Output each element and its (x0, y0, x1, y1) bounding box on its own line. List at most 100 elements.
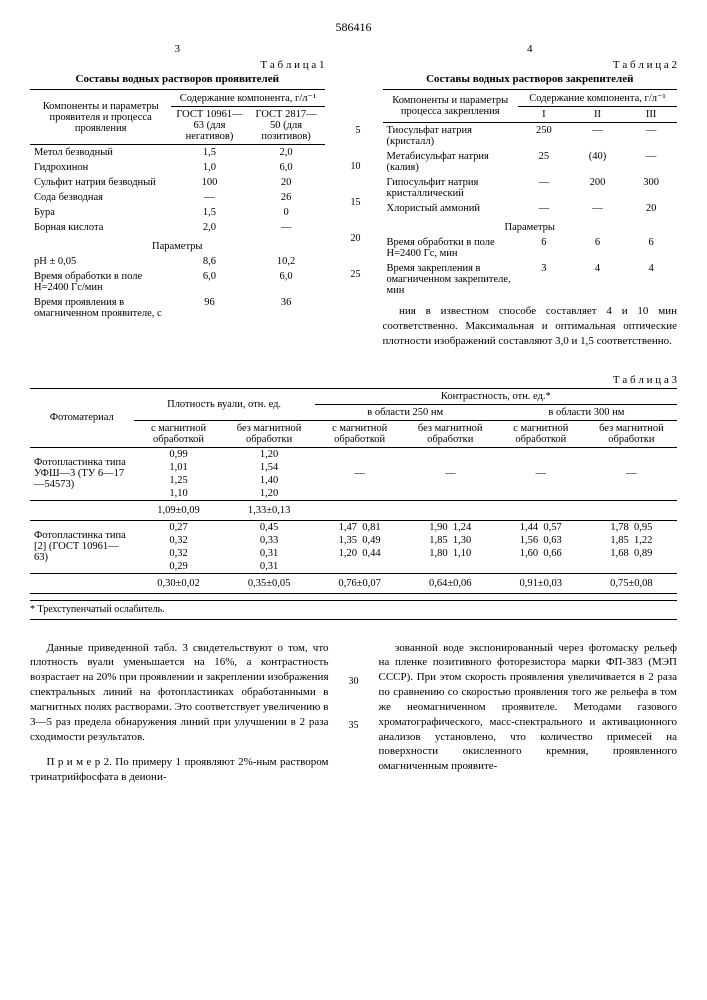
cell: Метол безводный (30, 145, 171, 161)
table-row: Время обработки в поле H=2400 Гс, мин666 (383, 235, 678, 261)
table3-footnote: * Трехступенчатый ослабитель. (30, 600, 677, 620)
upper-columns: 3 Т а б л и ц а 1 Составы водных раствор… (30, 43, 677, 360)
cell: 0,91±0,03 (496, 573, 586, 593)
table2-label: Т а б л и ц а 2 (383, 59, 678, 71)
line-num: 30 (347, 660, 361, 704)
cell: Время обработки в поле H=2400 Гс/мин (30, 269, 171, 295)
table2: Компоненты и параметры процесса закрепле… (383, 89, 678, 298)
line-num: 35 (347, 704, 361, 748)
right-column: 4 Т а б л и ц а 2 Составы водных раствор… (383, 43, 678, 360)
cell: 0,33 (224, 534, 315, 547)
cell: — (518, 201, 570, 216)
cell: 4 (570, 261, 626, 298)
cell: Гидрохинон (30, 160, 171, 175)
t3-h-veil: Плотность вуали, отн. ед. (134, 388, 315, 420)
t3-h-nomag: без магнитной обработки (224, 420, 315, 447)
cell: Время закрепления в омагниченном закрепи… (383, 261, 518, 298)
summary-row: 0,30±0,020,35±0,050,76±0,070,64±0,060,91… (30, 573, 677, 593)
cell: — (496, 447, 586, 500)
cell: 0,32 (134, 547, 224, 560)
cell: 26 (248, 190, 325, 205)
cell: 1,47 0,81 (315, 520, 405, 534)
cell: 1,85 1,22 (586, 534, 677, 547)
cell: 0,76±0,07 (315, 573, 405, 593)
cell: 1,60 0,66 (496, 547, 586, 560)
cell: 1,5 (171, 145, 247, 161)
cell: 0 (248, 205, 325, 220)
params-header: Параметры (383, 216, 678, 235)
table-row: Хлористый аммоний——20 (383, 201, 678, 216)
cell: 0,99 (134, 447, 224, 461)
table-row: Сода безводная—26 (30, 190, 325, 205)
cell: Время проявления в омагниченном проявите… (30, 295, 171, 321)
cell: 8,6 (171, 254, 247, 269)
cell: 1,01 (134, 461, 224, 474)
cell: Гипосульфит натрия кристаллический (383, 175, 518, 201)
cell: Время обработки в поле H=2400 Гс, мин (383, 235, 518, 261)
cell: 20 (625, 201, 677, 216)
table-row: Сульфит натрия безводный10020 (30, 175, 325, 190)
cell (315, 500, 677, 520)
cell: 1,5 (171, 205, 247, 220)
table-row: Бура1,50 (30, 205, 325, 220)
cell: 4 (625, 261, 677, 298)
cell: Хлористый аммоний (383, 201, 518, 216)
cell: 10,2 (248, 254, 325, 269)
left-col-number: 3 (30, 43, 325, 55)
cell: 1,68 0,89 (586, 547, 677, 560)
cell: 0,31 (224, 547, 315, 560)
table-row: Время обработки в поле H=2400 Гс/мин6,06… (30, 269, 325, 295)
cell: — (625, 149, 677, 175)
table-row: Фотопластинка типа УФШ—3 (ТУ 6—17—54573)… (30, 447, 677, 461)
cell (315, 560, 405, 574)
cell: 0,75±0,08 (586, 573, 677, 593)
line-num: 25 (343, 257, 361, 293)
table-row: Борная кислота2,0— (30, 220, 325, 235)
cell: — (570, 201, 626, 216)
cell: Параметры (383, 216, 678, 235)
t3-h-contrast: Контрастность, отн. ед.* (315, 388, 677, 404)
cell: 1,80 1,10 (405, 547, 496, 560)
cell: 250 (518, 123, 570, 150)
cell: 1,85 1,30 (405, 534, 496, 547)
cell (30, 500, 134, 520)
cell: — (625, 123, 677, 150)
cell: 1,09±0,09 (134, 500, 224, 520)
cell (405, 560, 496, 574)
cell: 0,45 (224, 520, 315, 534)
cell: 25 (518, 149, 570, 175)
bottom-left-col: Данные приведенной табл. 3 свидетельству… (30, 630, 329, 797)
line-num: 15 (343, 185, 361, 221)
cell (496, 560, 586, 574)
cell: 0,35±0,05 (224, 573, 315, 593)
t2-col-3: III (625, 107, 677, 123)
table1-label: Т а б л и ц а 1 (30, 59, 325, 71)
t3-h-material: Фотоматериал (30, 388, 134, 447)
bottom-right-para: зованной воде экспонированный через фото… (379, 641, 678, 775)
table-row: Время проявления в омагниченном проявите… (30, 295, 325, 321)
cell: 1,20 0,44 (315, 547, 405, 560)
cell: 1,40 (224, 474, 315, 487)
cell: 1,20 (224, 447, 315, 461)
t3-h-nomag: без магнитной обработки (405, 420, 496, 447)
cell: — (315, 447, 405, 500)
cell: 0,31 (224, 560, 315, 574)
cell: pH ± 0,05 (30, 254, 171, 269)
cell: 1,0 (171, 160, 247, 175)
cell: 1,56 0,63 (496, 534, 586, 547)
table-row: Фотопластинка типа [2] (ГОСТ 10961—63)0,… (30, 520, 677, 534)
t1-head-c2: ГОСТ 2817—50 (для позитивов) (248, 107, 325, 145)
cell: — (570, 123, 626, 150)
cell: 0,32 (134, 534, 224, 547)
cell (30, 573, 134, 593)
cell: 2,0 (171, 220, 247, 235)
t3-h-mag: с магнитной обработкой (496, 420, 586, 447)
table3-wrap: Т а б л и ц а 3 Фотоматериал Плотность в… (30, 374, 677, 620)
table1: Компоненты и параметры проявителя и проц… (30, 89, 325, 321)
cell: 2,0 (248, 145, 325, 161)
table-row: Метол безводный1,52,0 (30, 145, 325, 161)
t2-head-left: Компоненты и параметры процесса закрепле… (383, 90, 518, 123)
line-num: 20 (343, 221, 361, 257)
t3-h-300: в области 300 нм (496, 404, 677, 420)
cell: Сода безводная (30, 190, 171, 205)
